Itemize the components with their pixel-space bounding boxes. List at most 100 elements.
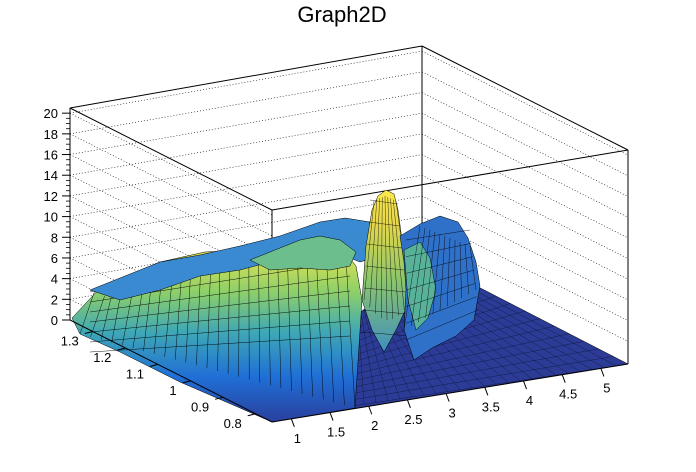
peak-mesh-line — [390, 198, 399, 316]
z-axis: 0 2 4 6 8 10 12 14 16 18 20 — [44, 106, 70, 328]
z-gridline-back — [69, 174, 423, 238]
ridge-mesh-line — [439, 235, 446, 311]
chart-title: Graph2D — [297, 2, 386, 27]
z-gridline-left — [69, 112, 273, 216]
peak-mesh-row — [369, 199, 399, 205]
ridge-mesh-row — [405, 309, 479, 341]
plateau-mesh-line — [132, 286, 144, 349]
z-tick-label: 4 — [51, 272, 58, 287]
x-tick-label: 2 — [371, 418, 378, 433]
sharp-peak — [361, 189, 411, 353]
ridge-mesh-line — [454, 239, 456, 303]
plateau-mesh-row — [89, 320, 351, 343]
peak-mesh-row — [360, 331, 411, 337]
plateau-mesh-row — [89, 335, 351, 353]
ridge-mesh-row — [405, 296, 477, 324]
peak-mesh-row — [362, 309, 409, 315]
x-tick-label: 5 — [603, 380, 610, 395]
floor-mesh-line — [341, 348, 599, 396]
peak-mesh-row — [366, 243, 403, 249]
ridge-mesh-line — [447, 237, 451, 307]
x-tick-mark — [406, 399, 411, 409]
z-gridline-right — [421, 216, 629, 321]
ridge-mesh-line — [459, 241, 462, 299]
plateau-mesh-line — [287, 255, 292, 391]
ridge-mesh-line — [432, 233, 441, 315]
floor-mesh-line — [345, 318, 540, 371]
z-gridline-right — [421, 71, 629, 177]
z-tick-label: 16 — [44, 148, 58, 163]
x-tick-label: 4.5 — [559, 387, 577, 402]
plateau-mesh-row — [89, 305, 351, 333]
peak-mesh-row — [368, 221, 401, 227]
plateau-mesh-line — [306, 245, 313, 397]
plateau-mesh-line — [196, 267, 201, 366]
floor-mesh-line — [343, 333, 570, 384]
peak-mesh-line — [381, 197, 383, 319]
plateau-mesh-line — [258, 252, 261, 383]
x-tick-label: 3 — [449, 406, 456, 421]
z-gridline-back — [69, 92, 423, 155]
z-tick-label: 0 — [51, 313, 58, 328]
floor-mesh-line — [340, 356, 614, 402]
y-tick-label: 0.8 — [224, 416, 242, 431]
plateau-mesh-row — [89, 275, 351, 313]
plateau-green-bump — [249, 235, 357, 271]
z-gridline-right — [421, 154, 629, 259]
peak-mesh-line — [375, 198, 380, 314]
x-tick-mark — [561, 374, 566, 383]
z-tick-label: 6 — [51, 251, 58, 266]
x-tick-label: 4 — [526, 393, 533, 408]
y-tick-mark — [247, 413, 256, 417]
z-tick-label: 12 — [44, 189, 58, 204]
back-panel-frame — [69, 45, 629, 422]
peak-mesh-line — [387, 197, 393, 320]
peak-mesh-line — [384, 195, 388, 320]
ridge-mesh-row — [405, 269, 475, 291]
plateau-mesh-line — [238, 264, 240, 377]
y-tick-label: 1.2 — [93, 350, 111, 365]
z-gridline-right — [421, 50, 629, 156]
x-tick-label: 2.5 — [404, 412, 422, 427]
x-tick-mark — [329, 412, 334, 421]
z-tick-label: 14 — [44, 168, 58, 183]
peak-mesh-row — [365, 265, 405, 271]
z-gridlines — [69, 50, 629, 402]
z-gridline-right — [421, 112, 629, 218]
y-tick-label: 1.3 — [61, 334, 79, 349]
plateau-mesh-line — [90, 295, 105, 337]
plateau-mesh-line — [277, 259, 282, 389]
ridge-mesh-row — [405, 229, 471, 241]
x-tick-mark — [484, 387, 489, 396]
y-tick-mark — [215, 396, 224, 400]
peak-mesh-line — [369, 199, 377, 308]
z-tick-label: 2 — [51, 292, 58, 307]
ridge-mesh-line — [411, 227, 426, 327]
x-tick-mark — [368, 406, 373, 415]
ridge-mesh-row — [405, 256, 473, 274]
z-gridline-back — [69, 195, 423, 259]
x-tick-mark — [445, 393, 450, 402]
z-gridline-right — [421, 237, 629, 342]
plateau-mesh-line — [227, 255, 230, 374]
z-tick-label: 10 — [44, 210, 58, 225]
plateau-mesh-row — [89, 290, 351, 323]
z-tick-label: 20 — [44, 106, 58, 121]
plateau-mesh-line — [217, 264, 221, 372]
z-gridline-back — [69, 154, 423, 217]
y-tick-mark — [149, 363, 159, 367]
z-gridline-back — [69, 50, 423, 114]
z-gridline-right — [421, 133, 629, 239]
x-tick-label: 3.5 — [482, 399, 500, 414]
x-tick-label: 1 — [294, 431, 301, 446]
z-gridline-left — [69, 154, 273, 257]
floor-mesh — [339, 257, 629, 409]
z-gridline-right — [421, 92, 629, 197]
floor-mesh-line — [342, 341, 584, 390]
z-gridline-back — [69, 133, 423, 197]
ridge-mesh-line — [403, 225, 421, 331]
peak-mesh-row — [363, 287, 407, 293]
y-tick-mark — [117, 347, 126, 351]
x-tick-mark — [523, 380, 527, 390]
